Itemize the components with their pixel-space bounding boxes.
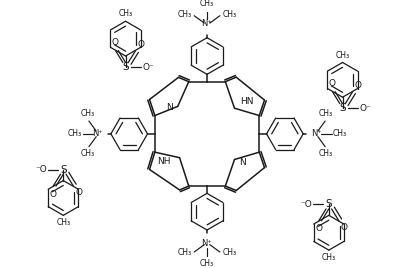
Text: O: O bbox=[341, 223, 348, 232]
Text: CH₃: CH₃ bbox=[119, 9, 133, 18]
Text: CH₃: CH₃ bbox=[222, 10, 237, 19]
Text: ⁻O: ⁻O bbox=[35, 165, 47, 174]
Text: O: O bbox=[75, 188, 82, 197]
Text: N⁺: N⁺ bbox=[92, 129, 103, 138]
Text: CH₃: CH₃ bbox=[81, 109, 95, 118]
Text: S: S bbox=[339, 103, 346, 113]
Text: CH₃: CH₃ bbox=[81, 150, 95, 158]
Text: HN: HN bbox=[240, 97, 254, 106]
Text: S: S bbox=[122, 62, 129, 72]
Text: O: O bbox=[354, 81, 361, 90]
Text: N: N bbox=[239, 158, 246, 167]
Text: O⁻: O⁻ bbox=[142, 62, 154, 72]
Text: O⁻: O⁻ bbox=[359, 104, 371, 113]
Text: S: S bbox=[60, 165, 66, 174]
Text: S: S bbox=[325, 199, 332, 209]
Text: O: O bbox=[50, 190, 57, 199]
Text: N⁺: N⁺ bbox=[202, 239, 212, 248]
Text: CH₃: CH₃ bbox=[56, 218, 71, 227]
Text: NH: NH bbox=[157, 157, 171, 166]
Text: O: O bbox=[137, 40, 144, 49]
Text: CH₃: CH₃ bbox=[177, 248, 191, 257]
Text: CH₃: CH₃ bbox=[319, 109, 333, 118]
Text: O: O bbox=[112, 38, 119, 47]
Text: CH₃: CH₃ bbox=[177, 10, 191, 19]
Text: O: O bbox=[315, 225, 322, 233]
Text: N⁺: N⁺ bbox=[312, 129, 322, 138]
Text: N: N bbox=[166, 103, 173, 112]
Text: O: O bbox=[329, 79, 336, 88]
Text: ⁻O: ⁻O bbox=[300, 200, 312, 209]
Text: CH₃: CH₃ bbox=[200, 0, 214, 8]
Text: CH₃: CH₃ bbox=[68, 129, 82, 138]
Text: CH₃: CH₃ bbox=[322, 253, 336, 262]
Text: CH₃: CH₃ bbox=[222, 248, 237, 257]
Text: CH₃: CH₃ bbox=[200, 259, 214, 268]
Text: CH₃: CH₃ bbox=[319, 150, 333, 158]
Text: CH₃: CH₃ bbox=[335, 51, 349, 60]
Text: N⁺: N⁺ bbox=[202, 20, 212, 28]
Text: CH₃: CH₃ bbox=[332, 129, 347, 138]
